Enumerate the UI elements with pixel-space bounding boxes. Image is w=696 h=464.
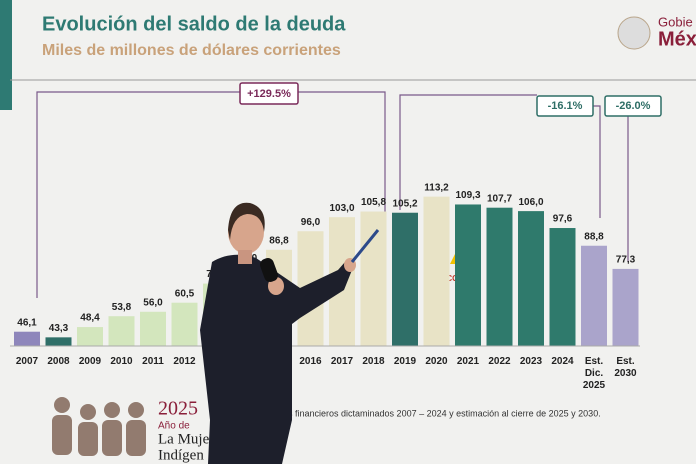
brackets xyxy=(36,91,629,298)
x-tick-label: Est. 2030 xyxy=(614,356,637,379)
accent-strip xyxy=(0,0,12,110)
x-tick-label: Est. Dic. 2025 xyxy=(582,356,606,391)
bar xyxy=(392,212,418,346)
x-tick-label: 2008 xyxy=(47,356,70,367)
value-label: 46,1 xyxy=(17,317,37,328)
value-label: 105,2 xyxy=(392,198,417,209)
annotation-box xyxy=(604,95,662,117)
logo-seal xyxy=(617,16,651,50)
bar xyxy=(108,316,135,346)
value-label: 113,2 xyxy=(424,182,449,193)
presenter xyxy=(200,202,380,464)
annotation-box xyxy=(239,82,299,105)
logo-text: Méx xyxy=(658,28,696,50)
value-label: 105,8 xyxy=(361,197,386,208)
value-label: 106,0 xyxy=(518,197,543,208)
value-label: 77,3 xyxy=(616,255,636,266)
value-label: 88,8 xyxy=(584,231,604,242)
logo-text: Gobie xyxy=(658,14,693,29)
x-tick-label: 2020 xyxy=(425,356,448,367)
x-tick-label: 2021 xyxy=(456,356,480,367)
banner-text: Año de xyxy=(158,421,190,432)
x-tick-label: 2017 xyxy=(330,356,354,367)
bar xyxy=(77,327,103,346)
bar xyxy=(518,211,544,346)
chart-title: Evolución del saldo de la deuda xyxy=(42,13,346,35)
bar xyxy=(486,207,513,346)
bar xyxy=(45,337,72,346)
bar xyxy=(612,268,639,346)
annotation: -26.0% xyxy=(616,100,651,112)
x-tick-label: 2010 xyxy=(110,356,133,367)
banner-text: Indígen xyxy=(158,447,204,463)
annotation: -16.1% xyxy=(548,100,583,112)
bar xyxy=(171,302,198,346)
value-label: 48,4 xyxy=(80,313,100,324)
value-label: 86,8 xyxy=(269,235,289,246)
banner-figures xyxy=(52,397,146,456)
annotation: +129.5% xyxy=(247,88,291,100)
bar xyxy=(14,331,40,346)
annotation-box xyxy=(536,95,594,117)
banner-text: La Mujer xyxy=(158,431,214,447)
x-tick-label: 2018 xyxy=(362,356,385,367)
bar xyxy=(140,311,166,346)
value-label: 96,0 xyxy=(301,217,321,228)
bar xyxy=(423,196,450,346)
bar xyxy=(455,204,481,346)
bar xyxy=(549,228,576,346)
value-label: 53,8 xyxy=(112,302,132,313)
banner-text: 2025 xyxy=(158,398,198,420)
footnote: os financieros dictaminados 2007 – 2024 … xyxy=(283,408,601,418)
bar xyxy=(581,245,607,346)
value-label: 97,6 xyxy=(553,214,573,225)
value-label: 103,0 xyxy=(329,203,354,214)
value-label: 43,3 xyxy=(49,323,69,334)
value-label: 109,3 xyxy=(455,190,480,201)
x-tick-label: 2011 xyxy=(142,356,164,367)
x-tick-label: 2022 xyxy=(488,356,511,367)
x-tick-label: 2007 xyxy=(15,356,39,367)
value-label: 60,5 xyxy=(175,288,195,299)
value-label: 56,0 xyxy=(143,297,163,308)
x-tick-label: 2012 xyxy=(173,356,196,367)
x-tick-label: 2009 xyxy=(78,356,102,367)
value-label: 107,7 xyxy=(487,193,512,204)
x-tick-label: 2019 xyxy=(393,356,417,367)
chart-subtitle: Miles de millones de dólares corrientes xyxy=(42,42,341,59)
x-tick-label: 2016 xyxy=(299,356,322,367)
x-tick-label: 2024 xyxy=(551,356,574,367)
x-tick-label: 2023 xyxy=(519,356,543,367)
